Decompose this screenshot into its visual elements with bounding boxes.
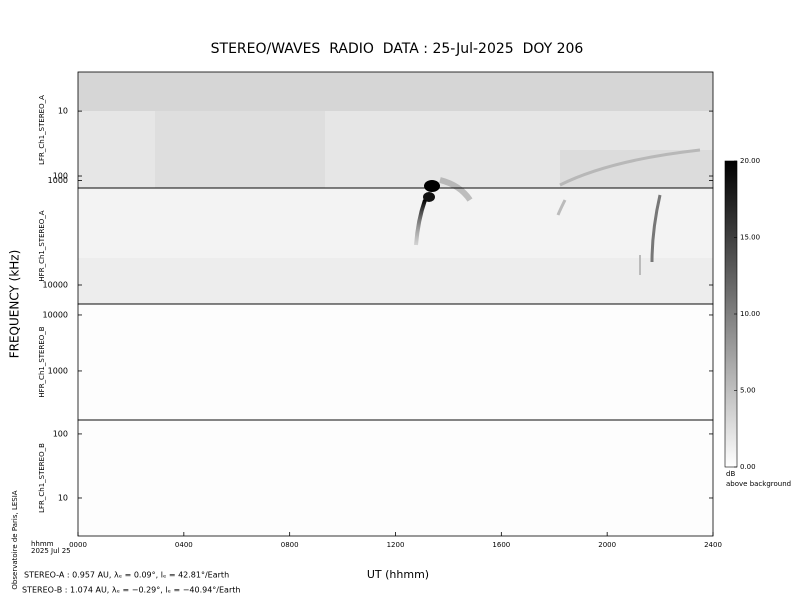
colorbar-tick-label: 0.00 <box>740 463 756 471</box>
chart-title: STEREO/WAVES RADIO DATA : 25-Jul-2025 DO… <box>211 41 584 57</box>
y-tick-label: 1000 <box>48 176 68 185</box>
panel-label: HFR_Ch1_STEREO_B <box>38 326 46 397</box>
y-tick-label: 10000 <box>43 280 68 289</box>
spectrogram-image <box>78 72 713 536</box>
y-tick-label: 100 <box>53 172 68 181</box>
x-tick-label: 2000 <box>598 541 616 549</box>
panel-label: LFR_Ch1_STEREO_B <box>38 443 46 513</box>
y-tick-label: 10 <box>58 493 68 502</box>
x-tick-label: 0400 <box>175 541 193 549</box>
y-tick-label: 1000 <box>48 366 68 375</box>
x-tick-label: 0000 <box>69 541 87 549</box>
footer-line: STEREO-A : 0.957 AU, λₑ = 0.09°, lₑ = 42… <box>24 571 229 580</box>
x-tick-label: 1200 <box>387 541 405 549</box>
date-label: 2025 Jul 25 <box>31 547 71 555</box>
colorbar-tick-label: 10.00 <box>740 310 760 318</box>
panel-label: LFR_Ch1_STEREO_A <box>38 95 46 165</box>
y-tick-label: 100 <box>53 429 68 438</box>
x-tick-label: 0800 <box>281 541 299 549</box>
y-tick-label: 10 <box>58 107 68 116</box>
y-tick-label: 10000 <box>43 310 68 319</box>
x-tick-label: 2400 <box>704 541 722 549</box>
colorbar-unit: dB <box>726 470 735 478</box>
footer-line: STEREO-B : 1.074 AU, λₑ = −0.29°, lₑ = −… <box>22 586 240 595</box>
colorbar-tick-label: 15.00 <box>740 234 760 242</box>
x-unit-label: hhmm <box>31 540 54 548</box>
colorbar-tick-label: 20.00 <box>740 157 760 165</box>
y-axis-label: FREQUENCY (kHz) <box>8 250 22 359</box>
x-axis-label: UT (hhmm) <box>367 568 429 581</box>
credit: Observatoire de Paris, LESIA <box>11 490 19 589</box>
colorbar-caption: above background <box>726 480 791 488</box>
panel-label: HFR_Ch1_STEREO_A <box>38 210 46 281</box>
x-tick-label: 1600 <box>492 541 510 549</box>
colorbar-tick-label: 5.00 <box>740 387 756 395</box>
